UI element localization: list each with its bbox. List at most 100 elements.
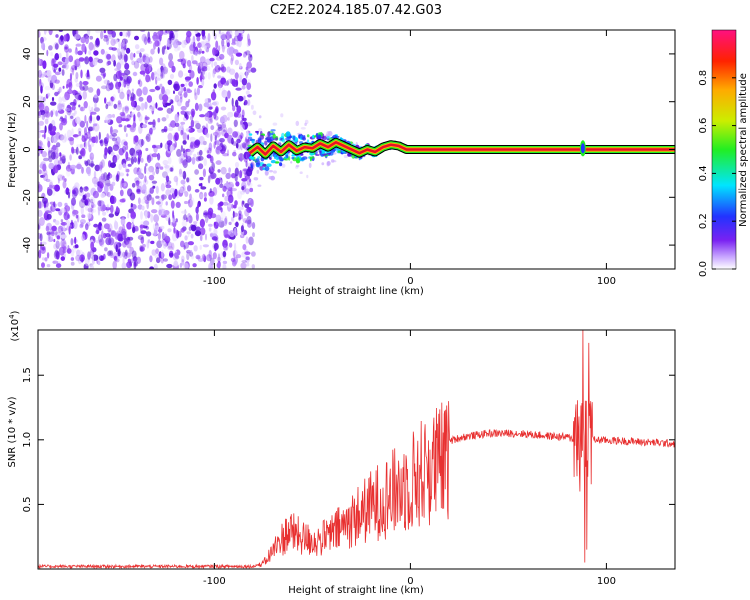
noise-blob (39, 141, 42, 146)
noise-blob (235, 87, 242, 91)
noise-blob (84, 160, 87, 165)
noise-blob (51, 58, 55, 64)
noise-blob (45, 199, 48, 207)
noise-blob (202, 127, 208, 135)
noise-blob (242, 200, 245, 205)
noise-blob (51, 83, 55, 90)
noise-blob (87, 207, 93, 213)
noise-blob (219, 201, 224, 207)
noise-blob (191, 111, 194, 120)
spectrogram-y-tick-label: -40 (22, 237, 33, 253)
noise-blob (183, 262, 189, 269)
noise-blob (102, 253, 106, 260)
noise-blob (178, 171, 184, 177)
noise-blob (161, 249, 164, 259)
noise-blob (199, 234, 203, 242)
noise-blob (89, 138, 92, 142)
noise-blob (46, 49, 49, 57)
noise-blob (114, 221, 119, 230)
noise-blob (94, 94, 98, 99)
noise-blob (115, 174, 120, 182)
noise-blob (110, 230, 117, 237)
noise-blob (59, 117, 65, 122)
noise-blob (63, 44, 69, 53)
noise-blob (227, 117, 230, 121)
snr-x-tick-label: -100 (203, 576, 226, 587)
noise-blob (163, 45, 167, 50)
noise-blob (197, 42, 202, 48)
noise-blob (258, 115, 262, 119)
noise-blob (222, 263, 227, 269)
noise-blob (227, 78, 232, 84)
noise-blob (53, 63, 59, 68)
noise-blob (64, 91, 70, 101)
noise-blob (107, 35, 114, 40)
noise-blob (201, 61, 208, 70)
noise-blob (195, 122, 201, 130)
noise-blob (92, 190, 99, 199)
noise-blob (226, 38, 231, 45)
spectrogram-y-axis: -40 -20 0 20 40 (22, 48, 675, 253)
noise-blob (144, 199, 150, 205)
noise-blob (77, 50, 83, 56)
noise-blob (206, 154, 212, 159)
noise-blob (86, 120, 89, 129)
noise-blob (84, 258, 90, 267)
noise-blob (227, 90, 231, 99)
noise-blob (74, 182, 80, 189)
noise-blob (160, 72, 164, 79)
noise-blob (122, 145, 126, 153)
noise-blob (204, 98, 209, 104)
noise-blob (100, 240, 104, 248)
noise-blob (79, 219, 86, 224)
noise-blob (168, 123, 172, 128)
noise-blob (109, 162, 116, 169)
noise-blob (137, 204, 143, 210)
noise-blob (180, 110, 186, 115)
noise-blob (234, 111, 240, 117)
noise-blob (179, 93, 183, 100)
noise-blob (54, 220, 60, 226)
noise-blob (76, 214, 80, 223)
noise-blob (108, 234, 112, 238)
noise-blob (245, 160, 248, 168)
noise-blob (57, 91, 60, 95)
noise-blob (38, 123, 41, 132)
snr-x-tick-label: 100 (597, 576, 616, 587)
noise-blob (75, 43, 82, 47)
spectral-blob (251, 140, 255, 144)
noise-blob (219, 124, 227, 129)
noise-blob (83, 101, 88, 109)
noise-blob (173, 227, 176, 234)
noise-blob (144, 165, 147, 175)
noise-blob (155, 195, 160, 199)
noise-blob (224, 216, 228, 225)
noise-blob (240, 225, 244, 233)
spectral-blob (276, 156, 279, 161)
noise-blob (180, 123, 184, 130)
noise-blob (225, 31, 231, 40)
noise-blob (242, 218, 248, 223)
noise-blob (167, 132, 173, 141)
noise-blob (241, 78, 248, 86)
spectral-blob (313, 135, 317, 138)
noise-blob (101, 230, 104, 240)
noise-blob (41, 192, 46, 200)
noise-blob (134, 177, 140, 183)
noise-blob (177, 91, 182, 96)
spectrogram-x-tick-label: 100 (597, 276, 616, 287)
spectral-blob (296, 157, 300, 163)
noise-blob (80, 222, 84, 228)
noise-blob (145, 74, 151, 83)
noise-blob (151, 197, 155, 206)
noise-blob (42, 173, 49, 181)
noise-blob (154, 85, 161, 91)
noise-blob (57, 160, 63, 165)
noise-blob (110, 125, 113, 135)
noise-blob (247, 69, 251, 73)
noise-blob (126, 82, 130, 89)
noise-blob (171, 242, 175, 251)
noise-blob (41, 257, 46, 261)
noise-blob (123, 69, 131, 76)
noise-blob (47, 150, 53, 159)
